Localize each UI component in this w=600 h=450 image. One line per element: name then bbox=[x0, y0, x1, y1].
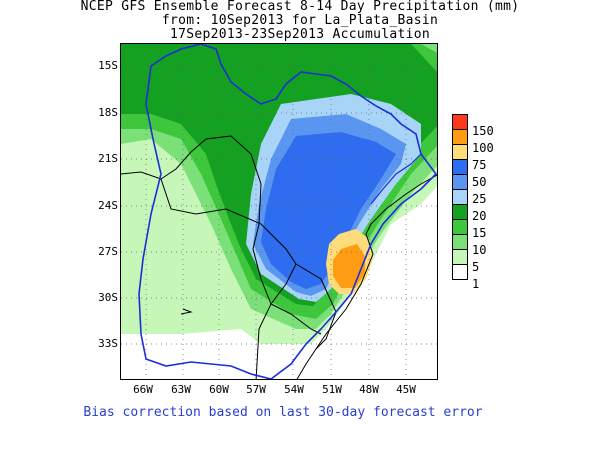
lon-label: 66W bbox=[133, 383, 153, 396]
legend-swatch bbox=[452, 159, 468, 175]
lon-label: 63W bbox=[171, 383, 191, 396]
legend-label: 100 bbox=[472, 141, 494, 155]
legend-label: 20 bbox=[472, 209, 487, 223]
lat-label: 33S bbox=[98, 337, 118, 350]
lat-label: 24S bbox=[98, 199, 118, 212]
legend-swatch bbox=[452, 129, 468, 145]
legend-label: 1 bbox=[472, 277, 480, 291]
lat-label: 30S bbox=[98, 291, 118, 304]
lon-label: 51W bbox=[322, 383, 342, 396]
map-gridlines bbox=[121, 44, 437, 379]
legend-swatch bbox=[452, 249, 468, 265]
legend-swatch bbox=[452, 144, 468, 160]
country-borders bbox=[121, 135, 337, 379]
basin-outline bbox=[138, 44, 437, 379]
bias-correction-note: Bias correction based on last 30-day for… bbox=[83, 405, 483, 420]
basin-inner-outline bbox=[370, 153, 422, 205]
map-title-line-1: NCEP GFS Ensemble Forecast 8-14 Day Prec… bbox=[80, 0, 520, 14]
coastline bbox=[315, 174, 437, 350]
lat-label: 18S bbox=[98, 106, 118, 119]
precip-region-50mm bbox=[261, 132, 396, 289]
legend-swatch bbox=[452, 174, 468, 190]
lon-label: 57W bbox=[246, 383, 266, 396]
lat-label: 15S bbox=[98, 59, 118, 72]
legend-swatch bbox=[452, 234, 468, 250]
lon-label: 54W bbox=[284, 383, 304, 396]
lon-label: 60W bbox=[209, 383, 229, 396]
legend-swatch bbox=[452, 114, 468, 130]
lat-label: 21S bbox=[98, 152, 118, 165]
legend-swatch bbox=[452, 204, 468, 220]
precipitation-map bbox=[120, 43, 438, 380]
legend-swatch bbox=[452, 219, 468, 235]
legend-swatch bbox=[452, 189, 468, 205]
legend-label: 5 bbox=[472, 260, 480, 274]
legend-label: 10 bbox=[472, 243, 487, 257]
lon-label: 45W bbox=[396, 383, 416, 396]
color-legend bbox=[452, 114, 468, 280]
map-title-line-2: from: 10Sep2013 for La_Plata_Basin bbox=[161, 13, 439, 28]
legend-label: 50 bbox=[472, 175, 487, 189]
lat-label: 27S bbox=[98, 245, 118, 258]
legend-label: 25 bbox=[472, 192, 487, 206]
legend-label: 150 bbox=[472, 124, 494, 138]
legend-swatch bbox=[452, 264, 468, 280]
lon-label: 48W bbox=[359, 383, 379, 396]
legend-label: 75 bbox=[472, 158, 487, 172]
map-title-line-3: 17Sep2013-23Sep2013 Accumulation bbox=[169, 27, 431, 42]
legend-label: 15 bbox=[472, 226, 487, 240]
